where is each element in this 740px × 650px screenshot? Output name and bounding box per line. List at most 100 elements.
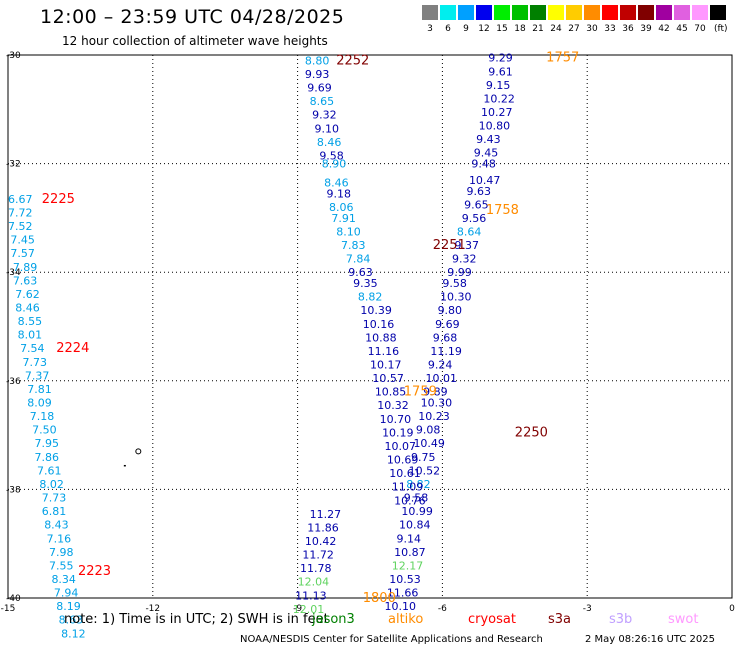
wave-height-value: 10.76 — [394, 494, 426, 507]
wave-height-value: 9.99 — [447, 266, 472, 279]
legend-swatch — [674, 5, 691, 20]
wave-height-value: 10.88 — [365, 331, 397, 344]
wave-height-value: 9.61 — [488, 65, 512, 78]
legend-label: 70 — [694, 24, 706, 34]
wave-height-value: 10.52 — [409, 464, 441, 477]
wave-height-value: 9.75 — [411, 451, 436, 464]
legend-label: 12 — [478, 24, 490, 34]
wave-height-value: 7.55 — [49, 559, 74, 572]
legend-swatch — [548, 5, 565, 20]
legend-swatch — [494, 5, 511, 20]
wave-height-value: 9.63 — [348, 266, 373, 279]
wave-height-value: 10.47 — [469, 174, 501, 187]
wave-height-value: 10.61 — [389, 467, 421, 480]
wave-height-value: 8.19 — [56, 600, 80, 613]
wave-height-value: 8.63 — [59, 614, 84, 627]
lat-tick-label: -30 — [6, 51, 21, 61]
wave-height-value: 11.16 — [368, 345, 400, 358]
wave-height-value: 6.67 — [8, 193, 33, 206]
legend-label: 27 — [568, 24, 580, 34]
wave-height-value: 9.68 — [433, 331, 458, 344]
wave-height-value: 10.07 — [384, 440, 416, 453]
lon-tick-label: -15 — [1, 604, 16, 614]
legend-swatch — [566, 5, 583, 20]
wave-height-value: 7.61 — [37, 464, 62, 477]
map-frame — [7, 54, 733, 599]
wave-height-value: 6.81 — [42, 505, 67, 518]
legend-swatch — [422, 5, 439, 20]
wave-height-value: 9.24 — [428, 359, 453, 372]
lat-tick-label: -34 — [6, 268, 21, 278]
wave-height-value: 9.58 — [319, 149, 344, 162]
wave-height-value: 8.01 — [18, 329, 43, 342]
wave-height-value: 10.85 — [375, 386, 407, 399]
lat-tick-label: -38 — [6, 485, 21, 495]
legend-swatch — [458, 5, 475, 20]
wave-height-value: 9.43 — [476, 133, 501, 146]
wave-height-value: 7.62 — [15, 288, 39, 301]
wave-height-value: 11.09 — [392, 481, 424, 494]
wave-height-value: 8.46 — [317, 136, 342, 149]
wave-height-value: 9.37 — [454, 239, 479, 252]
pass-id-label: 1757 — [546, 51, 579, 66]
wave-height-value: 10.99 — [401, 505, 433, 518]
wave-height-value: 10.49 — [413, 437, 445, 450]
wave-height-value: 7.16 — [47, 532, 72, 545]
wave-height-value: 8.09 — [27, 397, 52, 410]
legend-swatch — [710, 5, 727, 20]
wave-height-value: 10.57 — [372, 372, 404, 385]
legend-label: 21 — [532, 24, 544, 34]
page-title: 12:00 – 23:59 UTC 04/28/2025 — [40, 6, 345, 28]
lon-tick-label: -6 — [438, 604, 447, 614]
pass-id-label: 1759 — [404, 385, 437, 400]
wave-height-value: 10.84 — [399, 519, 431, 532]
wave-height-value: 8.43 — [44, 519, 68, 532]
wave-height-value: 7.54 — [20, 342, 45, 355]
legend-swatch — [584, 5, 601, 20]
wave-height-value: 11.66 — [387, 587, 419, 600]
wave-height-value: 8.55 — [18, 315, 43, 328]
legend-label: 45 — [676, 24, 688, 34]
legend-swatch — [638, 5, 655, 20]
wave-height-value: 11.78 — [300, 562, 332, 575]
wave-height-value: 9.89 — [423, 386, 448, 399]
wave-height-value: 9.58 — [404, 492, 429, 505]
legend-swatch — [440, 5, 457, 20]
wave-height-value: 8.82 — [358, 291, 383, 304]
wave-height-value: 8.34 — [51, 573, 76, 586]
footer-note: note: 1) Time is in UTC; 2) SWH is in fe… — [64, 612, 329, 627]
credit-line: NOAA/NESDIS Center for Satellite Applica… — [240, 634, 543, 645]
wave-height-value: 8.10 — [336, 225, 361, 238]
legend-label: 18 — [514, 24, 526, 34]
wave-height-value: 8.64 — [457, 225, 482, 238]
wave-height-value: 7.89 — [13, 261, 38, 274]
pass-id-label: 2250 — [515, 425, 548, 440]
wave-height-value: 9.08 — [416, 424, 441, 437]
page-subtitle: 12 hour collection of altimeter wave hei… — [62, 34, 328, 48]
legend-label: 3 — [427, 24, 433, 34]
wave-height-value: 9.15 — [486, 79, 511, 92]
wave-height-value: 7.72 — [8, 206, 33, 219]
wave-height-value: 7.86 — [35, 451, 60, 464]
legend-label: 33 — [604, 24, 616, 34]
wave-height-value: 7.18 — [30, 410, 55, 423]
pass-id-label: 2225 — [42, 192, 75, 207]
wave-height-value: 11.13 — [295, 589, 327, 602]
wave-height-value: 10.53 — [389, 573, 421, 586]
pass-id-label: 1758 — [486, 203, 519, 218]
wave-height-value: 10.30 — [421, 397, 453, 410]
lon-tick-label: 0 — [729, 604, 735, 614]
wave-height-value: 8.12 — [61, 627, 86, 640]
generated-timestamp: 2 May 08:26:16 UTC 2025 — [585, 634, 715, 645]
lat-tick-label: -32 — [6, 160, 21, 170]
lat-tick-label: -40 — [6, 594, 21, 604]
wave-height-value: 9.48 — [471, 158, 496, 171]
wave-height-value: 7.37 — [25, 369, 50, 382]
pass-id-label: 2251 — [433, 238, 466, 253]
legend-label: 9 — [463, 24, 469, 34]
wave-height-value: 9.18 — [327, 187, 352, 200]
legend-unit: (ft) — [714, 24, 728, 34]
wave-height-value: 10.17 — [370, 359, 402, 372]
